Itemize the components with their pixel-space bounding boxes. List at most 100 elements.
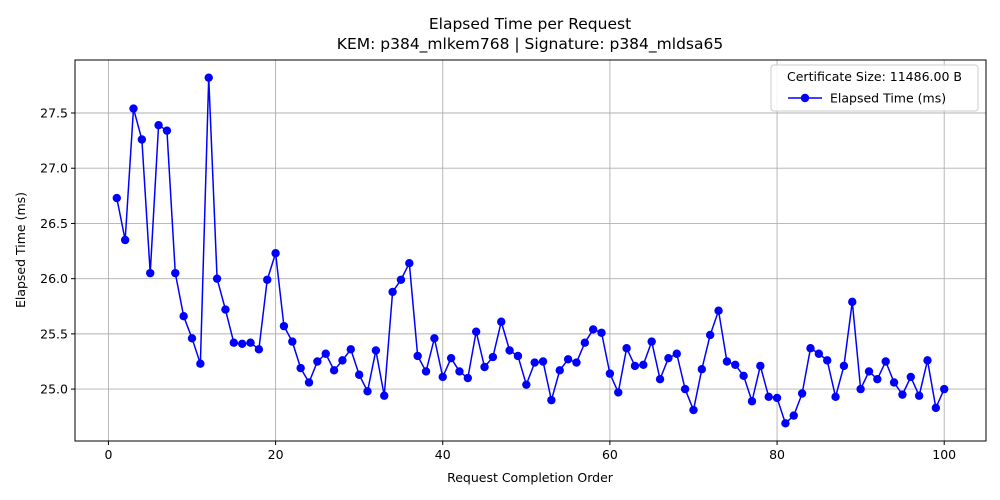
data-point [547, 395, 556, 405]
data-point [823, 356, 832, 365]
data-point [705, 330, 715, 340]
chart-title: Elapsed Time per Request [429, 15, 631, 33]
data-point [204, 73, 213, 82]
data-point [906, 372, 915, 382]
plot-frame [74, 59, 987, 442]
grid-lines [75, 60, 986, 441]
data-point [171, 268, 180, 278]
data-point [421, 367, 431, 376]
data-point [881, 357, 890, 366]
data-point [120, 235, 130, 245]
data-point [338, 356, 347, 365]
data-point [889, 378, 899, 387]
data-point [580, 338, 590, 347]
data-point [655, 374, 665, 384]
data-point [923, 356, 932, 365]
data-point [797, 389, 807, 398]
data-point [146, 268, 155, 278]
data-point [371, 346, 381, 355]
data-point [187, 334, 197, 343]
data-point [931, 403, 941, 413]
data-point [522, 380, 531, 389]
data-point [689, 405, 698, 415]
data-point [764, 392, 773, 402]
data-point [747, 397, 757, 406]
data-point [304, 378, 314, 387]
data-point [647, 337, 656, 346]
data-point [940, 384, 949, 394]
data-point [497, 317, 506, 326]
data-point [789, 411, 798, 420]
data-point [162, 126, 172, 135]
data-point [831, 392, 840, 402]
data-point [680, 384, 690, 394]
data-point [873, 374, 882, 384]
data-point [848, 297, 857, 307]
data-point [380, 391, 389, 400]
data-point [639, 360, 648, 369]
data-point [614, 388, 623, 397]
data-point [697, 365, 707, 374]
series-elapsed-time [112, 73, 949, 428]
data-point [722, 357, 732, 366]
data-point [480, 362, 489, 372]
y-tick-label: 25.0 [40, 382, 68, 397]
y-tick-label: 26.0 [40, 271, 68, 286]
data-point [446, 353, 456, 363]
data-point [772, 393, 782, 403]
data-point [405, 259, 414, 268]
data-point [505, 346, 514, 355]
data-point [664, 353, 673, 363]
data-point [455, 367, 464, 376]
data-point [864, 367, 874, 376]
data-point [530, 358, 539, 367]
legend: Certificate Size: 11486.00 B Elapsed Tim… [770, 64, 979, 112]
data-point [112, 193, 121, 203]
data-point [605, 369, 615, 378]
data-point [430, 334, 439, 343]
y-tick-label: 26.5 [40, 216, 68, 231]
data-point [555, 366, 564, 375]
data-point [806, 344, 815, 353]
data-point [263, 275, 272, 284]
data-point [363, 387, 372, 396]
x-tick-label: 20 [268, 447, 284, 462]
x-tick-label: 60 [602, 447, 618, 462]
data-point [221, 305, 230, 314]
data-point [630, 361, 640, 371]
data-point [196, 359, 205, 368]
data-point [154, 120, 163, 130]
y-tick-label: 27.5 [40, 106, 68, 121]
data-point [538, 357, 548, 366]
data-point [914, 391, 924, 400]
series-line [116, 76, 945, 425]
data-point [672, 349, 681, 358]
data-point [288, 337, 297, 346]
data-point [254, 345, 264, 354]
data-point [739, 371, 748, 381]
legend-marker-swatch [800, 93, 810, 103]
x-tick-label: 0 [104, 447, 112, 462]
data-point [856, 384, 865, 394]
data-point [271, 249, 280, 258]
legend-entry: Elapsed Time (ms) [830, 91, 946, 106]
data-point [814, 349, 824, 358]
data-point [488, 352, 498, 362]
data-point [296, 363, 305, 373]
data-point [329, 366, 339, 375]
data-point [396, 275, 406, 284]
data-point [212, 274, 222, 283]
data-point [354, 370, 364, 379]
data-point [588, 325, 598, 334]
data-point [229, 338, 238, 347]
chart-subtitle: KEM: p384_mlkem768 | Signature: p384_mld… [337, 35, 723, 54]
data-point [388, 287, 397, 297]
x-axis-label: Request Completion Order [447, 470, 614, 485]
data-point [839, 361, 849, 371]
data-point [756, 361, 765, 371]
data-point [597, 328, 606, 337]
data-point [471, 327, 481, 336]
data-point [714, 306, 723, 315]
x-tick-label: 40 [435, 447, 451, 462]
